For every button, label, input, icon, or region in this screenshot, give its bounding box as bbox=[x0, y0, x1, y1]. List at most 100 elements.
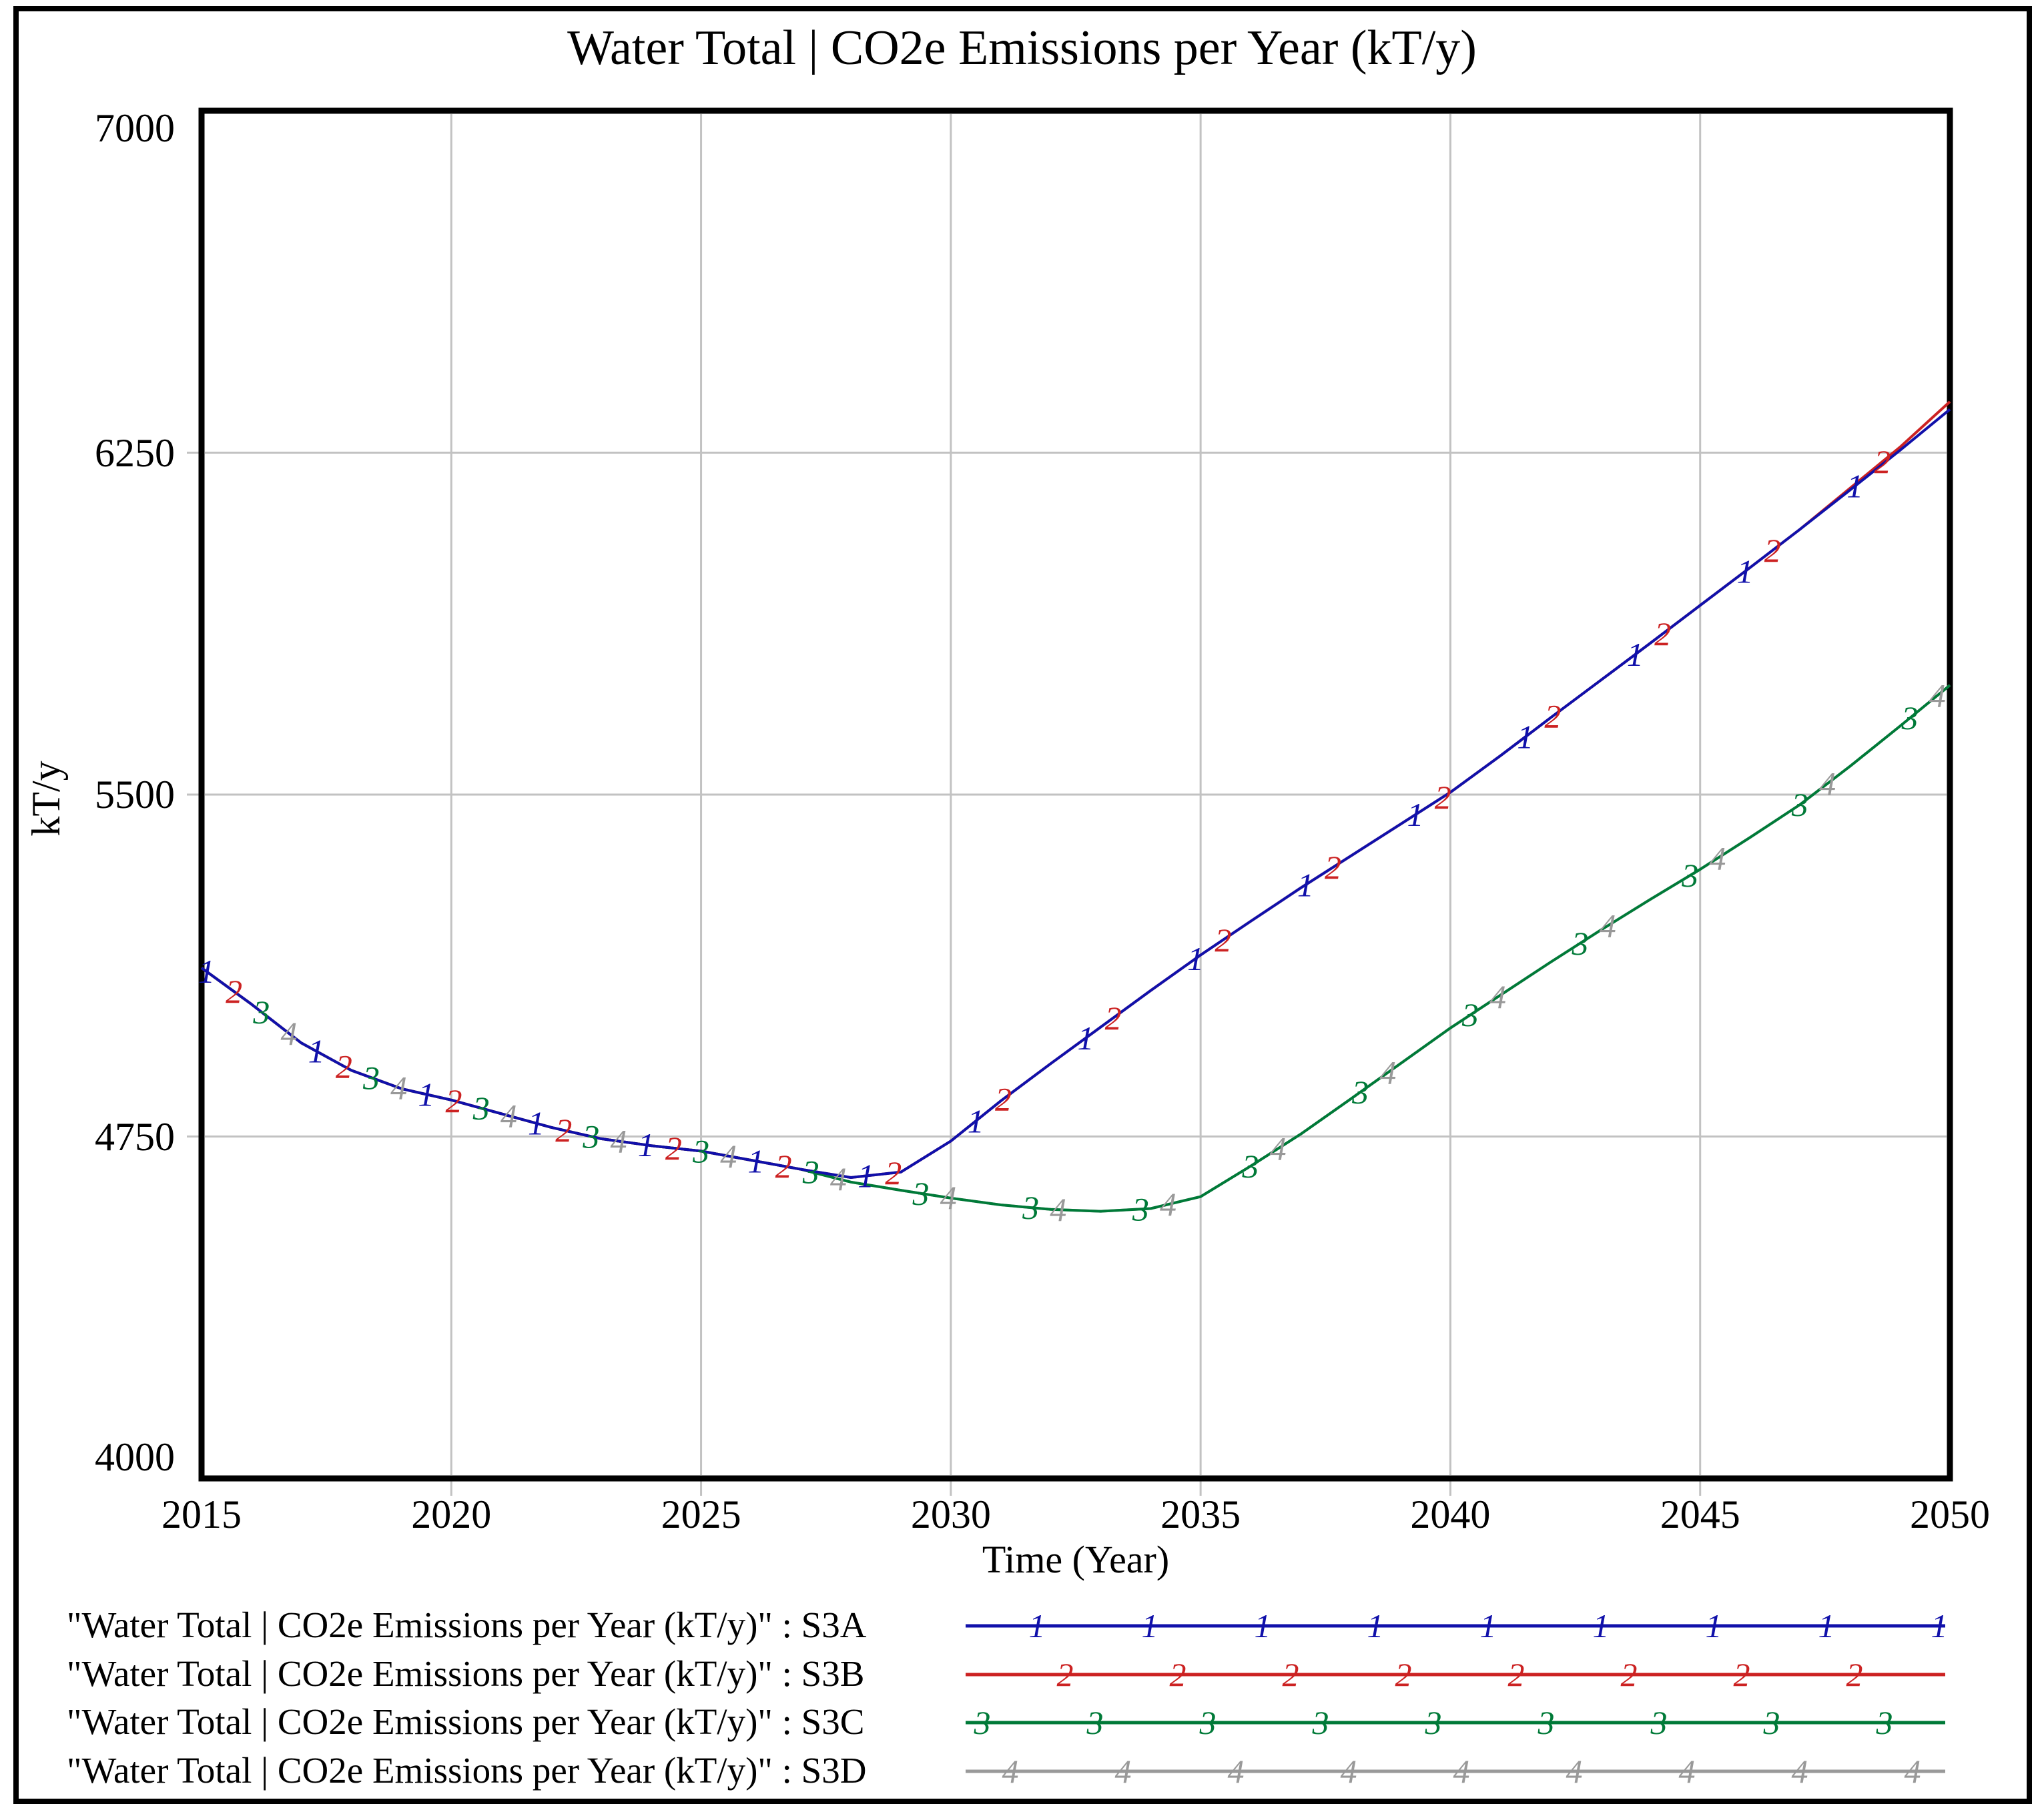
series-marker-digit-s3b: 2 bbox=[1764, 532, 1781, 569]
legend-label-s3b: "Water Total | CO2e Emissions per Year (… bbox=[67, 1653, 865, 1694]
legend-marker-digit-s3c: 3 bbox=[1876, 1704, 1893, 1741]
plot-border bbox=[198, 107, 1953, 1482]
series-marker-digit-s3a: 1 bbox=[638, 1126, 655, 1164]
y-tick-label: 7000 bbox=[95, 106, 175, 150]
series-marker-digit-s3c: 3 bbox=[472, 1089, 490, 1127]
series-line-s3b bbox=[200, 400, 1951, 1179]
series-marker-digit-s3a: 1 bbox=[1187, 940, 1204, 977]
x-tick-label: 2020 bbox=[411, 1492, 492, 1536]
series-marker-digit-s3d: 4 bbox=[390, 1069, 407, 1106]
legend-marker-digit-s3a: 1 bbox=[1593, 1607, 1610, 1645]
y-tick-label: 4750 bbox=[95, 1114, 175, 1159]
chart-title: Water Total | CO2e Emissions per Year (k… bbox=[567, 21, 1477, 75]
series-marker-digit-s3c: 3 bbox=[582, 1118, 599, 1156]
legend-label-s3d: "Water Total | CO2e Emissions per Year (… bbox=[67, 1750, 867, 1791]
series-line-s3c bbox=[200, 684, 1951, 1213]
series-marker-digit-s3d: 4 bbox=[1270, 1130, 1287, 1168]
series-marker-digit-s3b: 2 bbox=[226, 973, 242, 1010]
x-tick-label: 2025 bbox=[661, 1492, 741, 1536]
series-marker-digit-s3a: 1 bbox=[198, 953, 215, 990]
legend-marker-digit-s3d: 4 bbox=[1453, 1753, 1470, 1790]
legend-label-s3c: "Water Total | CO2e Emissions per Year (… bbox=[67, 1701, 865, 1742]
series-marker-digit-s3d: 4 bbox=[940, 1179, 957, 1216]
series-marker-digit-s3a: 1 bbox=[418, 1075, 434, 1113]
series-marker-digit-s3d: 4 bbox=[1929, 676, 1946, 714]
legend-marker-digit-s3d: 4 bbox=[1228, 1753, 1245, 1790]
legend-marker-digit-s3c: 3 bbox=[1199, 1704, 1217, 1741]
series-marker-digit-s3c: 3 bbox=[252, 993, 270, 1031]
legend-marker-digit-s3c: 3 bbox=[1763, 1704, 1780, 1741]
series-marker-digit-s3a: 1 bbox=[1077, 1019, 1094, 1057]
legend-marker-digit-s3a: 1 bbox=[1480, 1607, 1497, 1645]
series-marker-digit-s3a: 1 bbox=[968, 1102, 984, 1140]
legend-marker-digit-s3c: 3 bbox=[1538, 1704, 1555, 1741]
series-marker-digit-s3d: 4 bbox=[281, 1015, 298, 1052]
series-marker-digit-s3b: 2 bbox=[995, 1080, 1012, 1117]
legend-marker-digit-s3c: 3 bbox=[1086, 1704, 1104, 1741]
legend-marker-digit-s3c: 3 bbox=[974, 1704, 991, 1741]
series-marker-digit-s3a: 1 bbox=[1737, 552, 1754, 590]
series-marker-digit-s3b: 2 bbox=[336, 1047, 352, 1085]
series-marker-digit-s3c: 3 bbox=[1791, 786, 1808, 823]
legend-marker-digit-s3b: 2 bbox=[1395, 1656, 1412, 1693]
series-marker-digit-s3d: 4 bbox=[1600, 907, 1616, 945]
legend-marker-digit-s3d: 4 bbox=[1792, 1753, 1808, 1790]
x-tick-label: 2045 bbox=[1660, 1492, 1740, 1536]
series-marker-digit-s3d: 4 bbox=[830, 1160, 847, 1198]
series-marker-digit-s3d: 4 bbox=[1709, 839, 1726, 877]
legend-marker-digit-s3b: 2 bbox=[1170, 1656, 1186, 1693]
series-marker-digit-s3a: 1 bbox=[1297, 866, 1314, 903]
series-line-s3d bbox=[200, 684, 1951, 1213]
series-marker-digit-s3d: 4 bbox=[1489, 978, 1506, 1015]
series-marker-digit-s3c: 3 bbox=[1901, 699, 1919, 737]
y-tick-label: 6250 bbox=[95, 430, 175, 475]
series-marker-digit-s3c: 3 bbox=[1132, 1190, 1149, 1228]
series-marker-digit-s3d: 4 bbox=[611, 1123, 627, 1160]
series-marker-digit-s3a: 1 bbox=[528, 1105, 545, 1142]
legend-marker-digit-s3a: 1 bbox=[1255, 1607, 1271, 1645]
series-marker-digit-s3c: 3 bbox=[1351, 1073, 1369, 1111]
legend-label-s3a: "Water Total | CO2e Emissions per Year (… bbox=[67, 1605, 867, 1645]
series-marker-digit-s3c: 3 bbox=[1461, 996, 1479, 1033]
series-marker-digit-s3c: 3 bbox=[362, 1059, 380, 1096]
series-marker-digit-s3b: 2 bbox=[775, 1148, 792, 1185]
series-marker-digit-s3b: 2 bbox=[446, 1082, 462, 1119]
series-marker-digit-s3b: 2 bbox=[885, 1154, 902, 1192]
series-marker-digit-s3c: 3 bbox=[802, 1154, 819, 1191]
legend-marker-digit-s3a: 1 bbox=[1367, 1607, 1384, 1645]
legend-marker-digit-s3a: 1 bbox=[1706, 1607, 1722, 1645]
legend-marker-digit-s3d: 4 bbox=[1002, 1753, 1019, 1790]
legend-marker-digit-s3a: 1 bbox=[1818, 1607, 1835, 1645]
series-marker-digit-s3a: 1 bbox=[1627, 636, 1644, 673]
series-marker-digit-s3a: 1 bbox=[747, 1142, 764, 1180]
series-marker-digit-s3b: 2 bbox=[665, 1129, 682, 1167]
legend-marker-digit-s3b: 2 bbox=[1283, 1656, 1299, 1693]
series-marker-digit-s3b: 2 bbox=[1654, 615, 1671, 652]
x-tick-label: 2040 bbox=[1410, 1492, 1491, 1536]
series-marker-digit-s3c: 3 bbox=[912, 1175, 929, 1212]
legend-marker-digit-s3b: 2 bbox=[1057, 1656, 1074, 1693]
series-marker-digit-s3b: 2 bbox=[1435, 779, 1451, 816]
series-marker-digit-s3c: 3 bbox=[692, 1132, 709, 1170]
series-marker-digit-s3b: 2 bbox=[1874, 443, 1891, 480]
legend-marker-digit-s3b: 2 bbox=[1508, 1656, 1525, 1693]
series-marker-digit-s3c: 3 bbox=[1022, 1189, 1039, 1226]
series-marker-digit-s3d: 4 bbox=[720, 1138, 737, 1175]
x-axis-title: Time (Year) bbox=[982, 1538, 1170, 1581]
x-tick-label: 2030 bbox=[910, 1492, 991, 1536]
series-marker-digit-s3c: 3 bbox=[1572, 925, 1589, 962]
legend-marker-digit-s3d: 4 bbox=[1566, 1753, 1583, 1790]
series-marker-digit-s3c: 3 bbox=[1681, 857, 1698, 894]
legend-marker-digit-s3a: 1 bbox=[1029, 1607, 1046, 1645]
legend-marker-digit-s3c: 3 bbox=[1312, 1704, 1329, 1741]
y-tick-label: 5500 bbox=[95, 773, 175, 817]
x-tick-label: 2015 bbox=[161, 1492, 242, 1536]
legend-marker-digit-s3c: 3 bbox=[1425, 1704, 1442, 1741]
series-marker-digit-s3a: 1 bbox=[858, 1158, 874, 1195]
series-marker-digit-s3a: 1 bbox=[1517, 719, 1534, 756]
series-marker-digit-s3b: 2 bbox=[555, 1111, 572, 1149]
page-border bbox=[13, 6, 2032, 1804]
series-marker-digit-s3d: 4 bbox=[1160, 1186, 1176, 1223]
series-marker-digit-s3d: 4 bbox=[1050, 1191, 1066, 1228]
